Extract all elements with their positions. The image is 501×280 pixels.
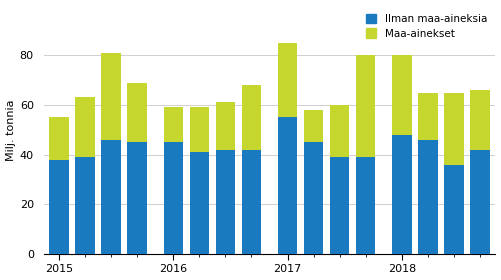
Bar xyxy=(75,97,95,157)
Y-axis label: Milj. tonnia: Milj. tonnia xyxy=(6,99,16,160)
Legend: Ilman maa-aineksia, Maa-ainekset: Ilman maa-aineksia, Maa-ainekset xyxy=(363,11,490,42)
Bar xyxy=(75,157,95,254)
Bar xyxy=(215,150,235,254)
Bar xyxy=(304,110,323,142)
Bar xyxy=(356,157,375,254)
Bar xyxy=(418,92,438,140)
Bar xyxy=(444,92,463,165)
Bar xyxy=(418,140,438,254)
Bar xyxy=(50,117,69,160)
Bar xyxy=(470,150,489,254)
Bar xyxy=(101,53,121,140)
Bar xyxy=(101,140,121,254)
Bar xyxy=(164,108,183,142)
Bar xyxy=(444,165,463,254)
Bar xyxy=(392,135,412,254)
Bar xyxy=(215,102,235,150)
Bar xyxy=(278,117,298,254)
Bar xyxy=(241,150,261,254)
Bar xyxy=(470,90,489,150)
Bar xyxy=(356,55,375,157)
Bar xyxy=(304,142,323,254)
Bar xyxy=(278,43,298,117)
Bar xyxy=(127,83,147,142)
Bar xyxy=(50,160,69,254)
Bar xyxy=(241,85,261,150)
Bar xyxy=(164,142,183,254)
Bar xyxy=(392,55,412,135)
Bar xyxy=(330,157,349,254)
Bar xyxy=(330,105,349,157)
Bar xyxy=(127,142,147,254)
Bar xyxy=(190,152,209,254)
Bar xyxy=(190,108,209,152)
